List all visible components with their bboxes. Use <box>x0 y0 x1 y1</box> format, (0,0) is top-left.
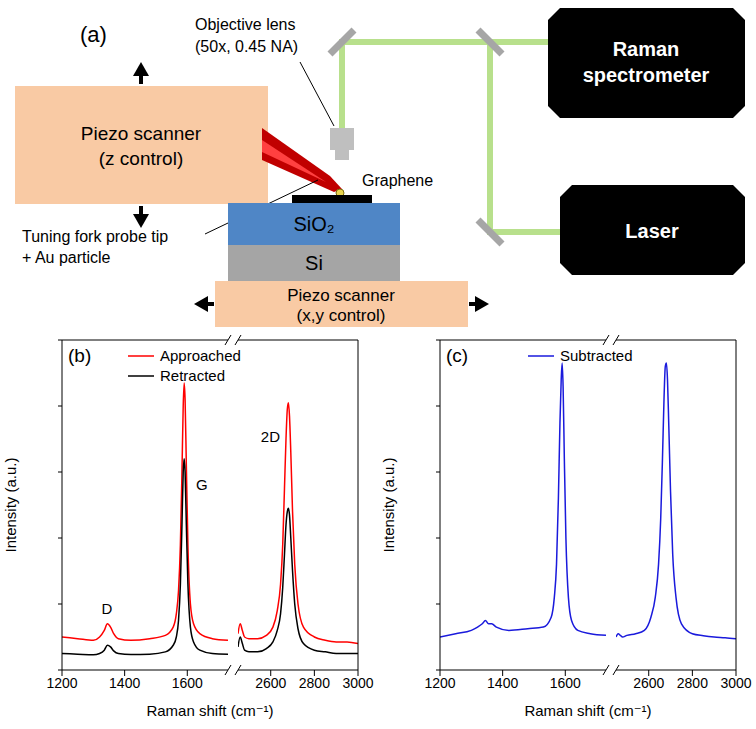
svg-text:(b): (b) <box>68 345 91 366</box>
svg-text:(50x, 0.45 NA): (50x, 0.45 NA) <box>195 38 298 55</box>
svg-text:Graphene: Graphene <box>362 172 433 189</box>
svg-text:Intensity (a.u.): Intensity (a.u.) <box>2 457 19 552</box>
svg-text:1200: 1200 <box>424 675 455 691</box>
svg-text:Subtracted: Subtracted <box>560 347 633 364</box>
svg-text:1400: 1400 <box>487 675 518 691</box>
svg-text:(c): (c) <box>446 345 468 366</box>
svg-text:D: D <box>102 600 113 617</box>
svg-text:Approached: Approached <box>160 347 241 364</box>
svg-text:+ Au particle: + Au particle <box>22 249 111 266</box>
svg-text:(z control): (z control) <box>99 148 183 169</box>
svg-text:Raman: Raman <box>613 38 680 60</box>
svg-text:Tuning fork probe tip: Tuning fork probe tip <box>22 228 168 245</box>
svg-text:2600: 2600 <box>633 675 664 691</box>
svg-text:3000: 3000 <box>342 675 373 691</box>
svg-text:Laser: Laser <box>625 220 679 242</box>
svg-text:3000: 3000 <box>720 675 751 691</box>
svg-text:1600: 1600 <box>550 675 581 691</box>
svg-text:(a): (a) <box>80 22 107 47</box>
svg-text:1400: 1400 <box>109 675 140 691</box>
svg-text:Intensity (a.u.): Intensity (a.u.) <box>380 457 397 552</box>
svg-text:spectrometer: spectrometer <box>583 64 710 86</box>
svg-text:2600: 2600 <box>255 675 286 691</box>
svg-text:Si: Si <box>305 252 323 274</box>
svg-text:1600: 1600 <box>172 675 203 691</box>
svg-text:Piezo scanner: Piezo scanner <box>81 123 202 144</box>
svg-text:Retracted: Retracted <box>160 367 225 384</box>
svg-text:G: G <box>196 476 208 493</box>
svg-text:2800: 2800 <box>299 675 330 691</box>
svg-text:2800: 2800 <box>677 675 708 691</box>
svg-text:2D: 2D <box>261 428 280 445</box>
svg-text:SiO₂: SiO₂ <box>293 213 334 235</box>
svg-text:1200: 1200 <box>46 675 77 691</box>
svg-text:Piezo scanner: Piezo scanner <box>287 286 395 305</box>
svg-text:Objective lens: Objective lens <box>195 16 296 33</box>
svg-text:(x,y control): (x,y control) <box>297 306 386 325</box>
svg-text:Raman shift (cm⁻¹): Raman shift (cm⁻¹) <box>524 702 651 719</box>
svg-text:Raman shift (cm⁻¹): Raman shift (cm⁻¹) <box>146 702 273 719</box>
